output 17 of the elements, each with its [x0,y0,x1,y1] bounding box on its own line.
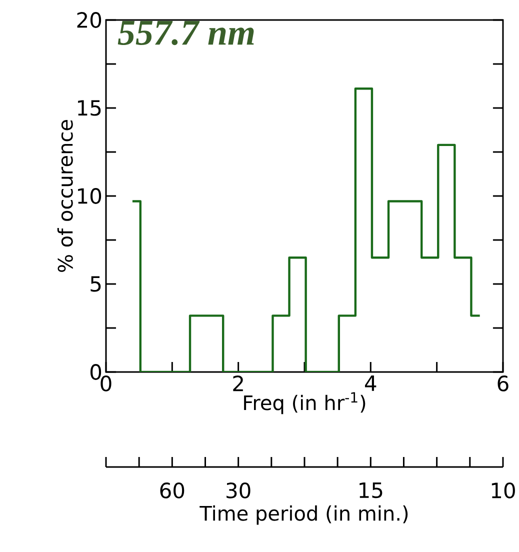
y-tick-label: 15 [78,100,101,116]
x-tick-label: 0 [100,376,112,392]
x-axis-title: Freq (in hr$^{-1}$) [244,392,366,414]
y-tick-label: 20 [77,12,102,28]
x-tick-label: 4 [364,376,376,391]
annotation: 15 [360,482,382,498]
chart-title: 557.7 nm [118,21,254,46]
x-tick-label: 6 [498,376,508,392]
y-axis-title: % of occurence [57,120,73,272]
y-tick-label: 0 [90,364,102,380]
x2-axis-title: Time period (in min.) [200,505,408,525]
y-tick-label: 5 [90,276,101,292]
x-tick-label: 2 [233,376,243,392]
text: 10 [492,482,515,498]
y-tick-label: 10 [78,188,102,204]
annotation: 30 [226,482,250,498]
annotation: 60 [160,482,184,498]
